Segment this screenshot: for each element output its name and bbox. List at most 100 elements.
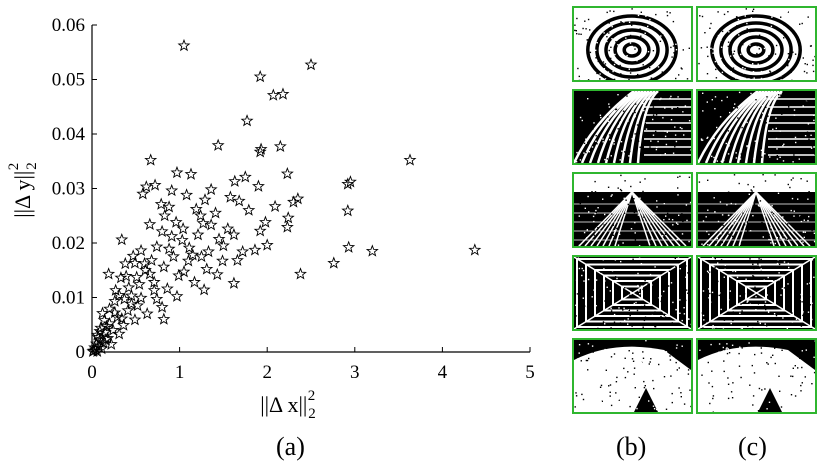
pattern-speckle — [722, 59, 724, 61]
pattern-speckle — [723, 159, 725, 162]
pattern-speckle — [614, 53, 616, 56]
pattern-speckle — [813, 356, 815, 358]
pattern-speckle — [581, 119, 583, 122]
pattern-speckle — [644, 122, 646, 124]
pattern-speckle — [805, 119, 807, 121]
pattern-speckle — [617, 244, 620, 246]
pattern-speckle — [604, 280, 606, 282]
pattern-speckle — [760, 70, 763, 73]
pattern-speckle — [728, 233, 730, 235]
pattern-speckle — [739, 378, 741, 380]
pattern-speckle — [733, 50, 736, 52]
pattern-speckle — [581, 393, 583, 396]
star-marker — [126, 249, 140, 262]
pattern-stripe — [596, 91, 644, 163]
pattern-speckle — [779, 390, 781, 392]
pattern-speckle — [629, 314, 631, 317]
pattern-speckle — [641, 348, 643, 351]
pattern-speckle — [715, 242, 717, 244]
pattern-speckle — [755, 104, 757, 106]
pattern-speckle — [772, 159, 774, 161]
pattern-speckle — [606, 36, 608, 38]
pattern-speckle — [727, 214, 730, 217]
pattern-speckle — [596, 143, 598, 145]
pattern-speckle — [660, 315, 662, 318]
pattern-speckle — [575, 304, 577, 306]
pattern-speckle — [765, 108, 767, 110]
pattern-speckle — [729, 111, 731, 114]
star-marker — [128, 313, 142, 326]
pattern-speckle — [753, 129, 755, 131]
pattern-speckle — [644, 94, 646, 96]
pattern-speckle — [706, 367, 708, 370]
pattern-speckle — [661, 71, 663, 73]
pattern-speckle — [642, 360, 644, 363]
pattern-speckle — [763, 306, 765, 308]
star-marker — [232, 194, 246, 207]
pattern-speckle — [738, 91, 741, 94]
pattern-speckle — [751, 266, 753, 268]
star-marker — [119, 269, 133, 282]
pattern-speckle — [624, 319, 626, 322]
pattern-speckle — [594, 184, 596, 187]
pattern-speckle — [734, 103, 736, 105]
pattern-speckle — [584, 175, 586, 177]
pattern-speckle — [772, 354, 774, 356]
pattern-speckle — [592, 146, 595, 149]
pattern-speckle — [753, 186, 755, 188]
pattern-speckle — [632, 352, 634, 354]
pattern-speckle — [715, 77, 718, 79]
pattern-speckle — [601, 341, 603, 344]
pattern-speckle — [746, 28, 748, 30]
pattern-speckle — [670, 95, 672, 98]
pattern-speckle — [770, 356, 772, 359]
pattern-speckle — [778, 279, 780, 281]
pattern-speckle — [778, 346, 780, 348]
star-marker — [157, 312, 171, 325]
pattern-speckle — [603, 32, 605, 34]
pattern-speckle — [757, 410, 760, 412]
star-marker — [403, 153, 417, 166]
pattern-speckle — [663, 203, 665, 205]
pattern-speckle — [778, 17, 780, 19]
pattern-speckle — [651, 284, 653, 286]
x-tick-label: 0 — [87, 362, 97, 383]
pattern-speckle — [700, 139, 703, 141]
star-marker — [294, 267, 307, 280]
pattern-speckle — [575, 30, 577, 32]
pattern-speckle — [806, 149, 808, 152]
pattern-speckle — [717, 280, 719, 283]
pattern-speckle — [587, 76, 589, 78]
pattern-speckle — [682, 111, 684, 113]
pattern-speckle — [793, 154, 795, 156]
pattern-speckle — [620, 73, 622, 75]
star-marker — [122, 280, 136, 294]
pattern-speckle — [604, 229, 606, 232]
star-marker — [169, 215, 183, 228]
pattern-speckle — [753, 77, 755, 79]
pattern-speckle — [608, 32, 610, 34]
pattern-speckle — [780, 161, 783, 163]
pattern-speckle — [629, 294, 631, 296]
star-marker — [268, 199, 282, 212]
star-marker — [198, 193, 212, 206]
pattern-speckle — [604, 300, 606, 302]
pattern-speckle — [791, 312, 793, 314]
pattern-speckle — [634, 115, 636, 118]
pattern-speckle — [587, 79, 590, 80]
pattern-speckle — [793, 258, 795, 260]
pattern-speckle — [677, 223, 679, 225]
pattern-speckle — [814, 55, 815, 58]
star-marker — [248, 243, 262, 256]
pattern-speckle — [664, 233, 667, 236]
pattern-speckle — [661, 235, 664, 237]
pattern-speckle — [707, 271, 710, 274]
star-marker — [144, 153, 158, 166]
pattern-speckle — [602, 138, 604, 140]
pattern-speckle — [744, 15, 746, 17]
pattern-speckle — [723, 65, 725, 67]
pattern-speckle — [707, 244, 709, 246]
pattern-speckle — [803, 70, 806, 73]
star-marker — [176, 222, 190, 235]
